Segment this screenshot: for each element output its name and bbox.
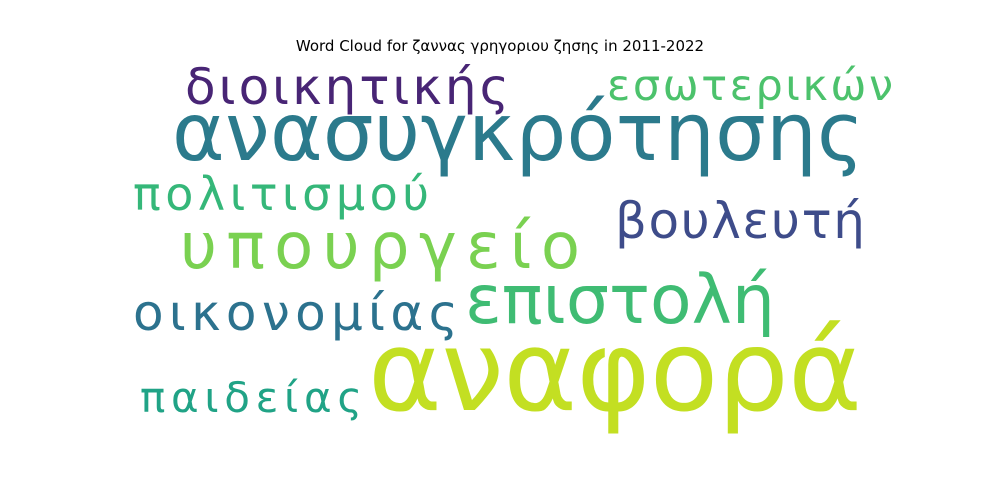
- word-1: αναφορά: [368, 307, 862, 437]
- word-9: εσωτερικών: [607, 61, 893, 111]
- word-2: ανασυγκρότησης: [172, 86, 864, 179]
- word-4: επιστολή: [465, 261, 775, 340]
- word-3: υπουργείο: [180, 210, 580, 284]
- word-7: οικονομίας: [133, 284, 458, 342]
- chart-title: Word Cloud for ζαννας γρηγοριου ζησης in…: [295, 37, 705, 55]
- word-10: παιδείας: [140, 373, 362, 422]
- word-6: βουλευτή: [615, 192, 865, 250]
- word-5: διοικητικής: [185, 58, 509, 116]
